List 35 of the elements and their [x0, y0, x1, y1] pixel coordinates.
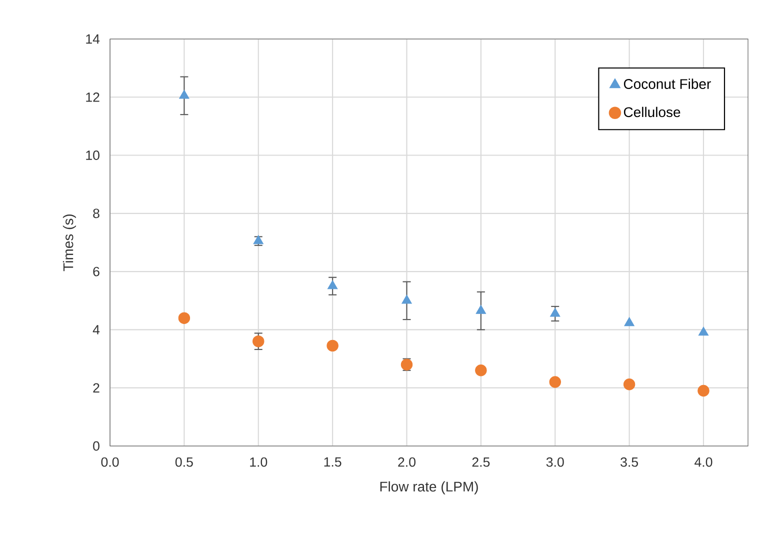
- y-tick-label: 14: [86, 34, 100, 44]
- point: [252, 335, 264, 348]
- point: [179, 90, 190, 99]
- point: [178, 312, 190, 324]
- point: [327, 280, 338, 290]
- x-tick-label: 2.0: [398, 457, 416, 467]
- point: [550, 308, 560, 317]
- y-tick-label: 0: [93, 441, 100, 451]
- point: [698, 384, 710, 397]
- y-axis-title: Times (s): [62, 214, 76, 272]
- y-tick-label: 12: [86, 92, 100, 102]
- y-tick-label: 6: [93, 266, 100, 276]
- point: [475, 364, 487, 376]
- x-tick-label: 1.0: [250, 457, 268, 467]
- point: [549, 376, 561, 388]
- point: [402, 294, 412, 304]
- legend-label: Coconut Fiber: [624, 78, 711, 89]
- x-tick-label: 3.0: [546, 457, 564, 467]
- x-tick-label: 4.0: [694, 457, 712, 467]
- y-tick-label: 2: [93, 383, 100, 392]
- x-tick-label: 0.0: [101, 457, 119, 467]
- x-tick-label: 3.5: [620, 457, 638, 467]
- y-tick-label: 10: [86, 150, 100, 160]
- point: [698, 326, 709, 336]
- point: [623, 378, 636, 390]
- x-tick-label: 0.5: [175, 457, 193, 467]
- x-tick-label: 1.5: [324, 457, 342, 467]
- x-tick-label: 2.5: [472, 457, 490, 467]
- point: [624, 317, 634, 326]
- point: [476, 304, 486, 314]
- legend-label: Cellulose: [624, 106, 680, 118]
- y-tick-label: 4: [92, 325, 100, 334]
- y-tick-label: 8: [93, 208, 100, 218]
- point: [326, 340, 338, 352]
- x-axis-title: Flow rate (LPM): [380, 481, 478, 494]
